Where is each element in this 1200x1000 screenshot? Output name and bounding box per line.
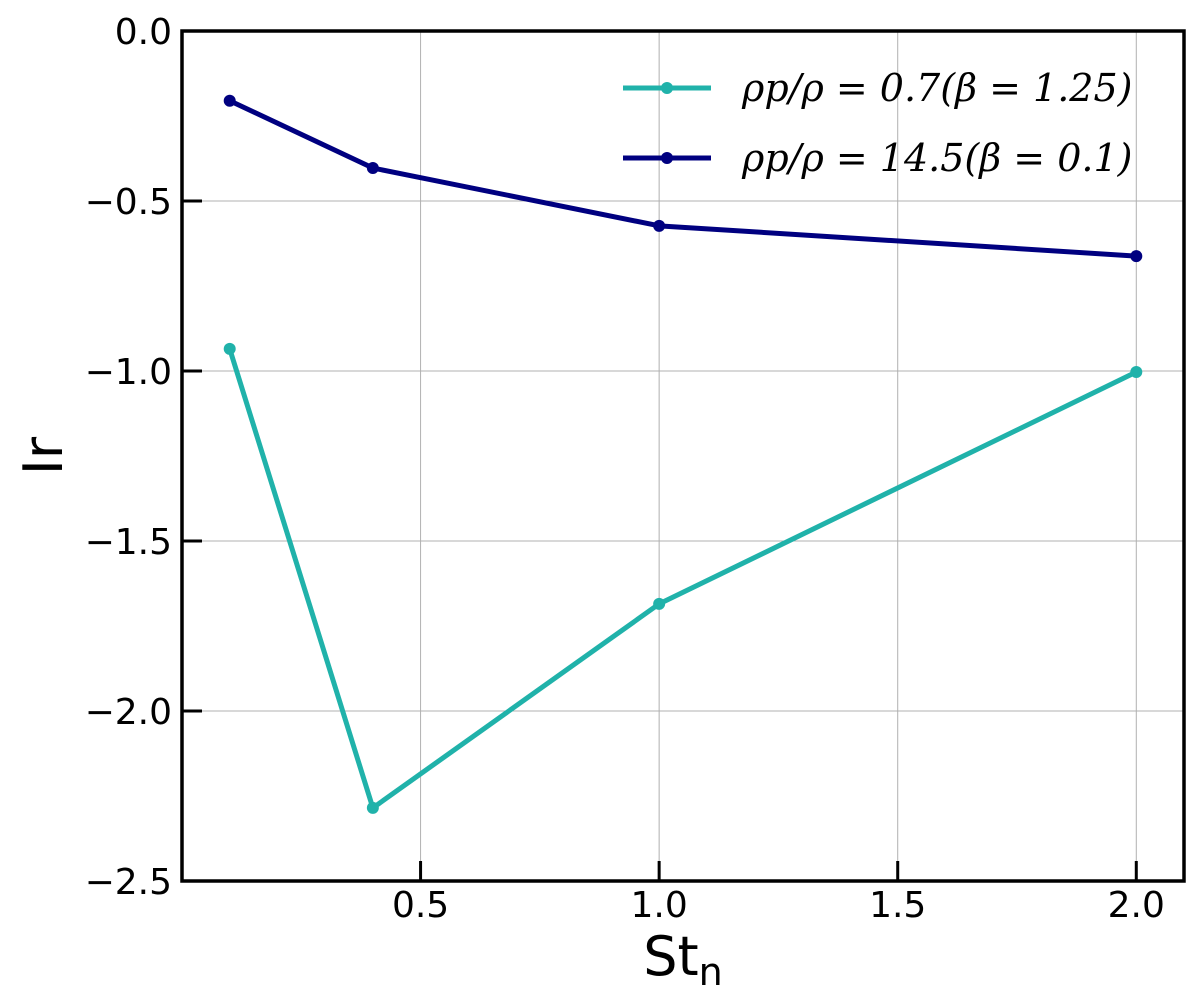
y-tick-label: −2.0 xyxy=(85,692,172,733)
data-point xyxy=(1130,250,1143,263)
x-tick-label: 0.5 xyxy=(392,885,449,926)
y-tick-label: −0.5 xyxy=(85,182,172,223)
y-tick-label: −1.0 xyxy=(85,352,172,393)
data-point xyxy=(223,342,236,355)
data-point xyxy=(1130,366,1143,379)
y-tick-label: 0.0 xyxy=(115,12,172,53)
y-tick-label: −2.5 xyxy=(85,862,172,903)
axis-tick-labels: 0.5 1.0 1.5 2.0 0.0 −0.5 −1.0 −1.5 −2.0 −2.5 xyxy=(85,12,1165,926)
data-point xyxy=(366,162,379,175)
x-axis-title-subscript: n xyxy=(699,950,723,994)
legend: ρp/ρ = 0.7(β = 1.25) ρp/ρ = 14.5(β = 0.1) xyxy=(623,66,1132,180)
y-axis-title: Ir xyxy=(12,436,75,475)
y-tick-label: −1.5 xyxy=(85,522,172,563)
data-point xyxy=(653,597,666,610)
series-lines xyxy=(223,94,1143,814)
x-axis-title: Stn xyxy=(643,925,723,994)
legend-marker xyxy=(661,152,673,164)
data-point xyxy=(223,94,236,107)
legend-label: ρp/ρ = 0.7(β = 1.25) xyxy=(741,66,1132,110)
data-point xyxy=(366,801,379,814)
series-line-2 xyxy=(228,98,1137,259)
x-tick-label: 2.0 xyxy=(1108,885,1165,926)
x-tick-label: 1.0 xyxy=(631,885,688,926)
data-point xyxy=(653,219,666,232)
series-line-1 xyxy=(227,348,1138,811)
axis-ticks xyxy=(182,29,1138,883)
x-axis-title-main: St xyxy=(643,925,698,988)
x-tick-label: 1.5 xyxy=(869,885,926,926)
legend-marker xyxy=(661,82,673,94)
legend-label: ρp/ρ = 14.5(β = 0.1) xyxy=(741,136,1132,180)
plot-frame xyxy=(180,29,1186,883)
